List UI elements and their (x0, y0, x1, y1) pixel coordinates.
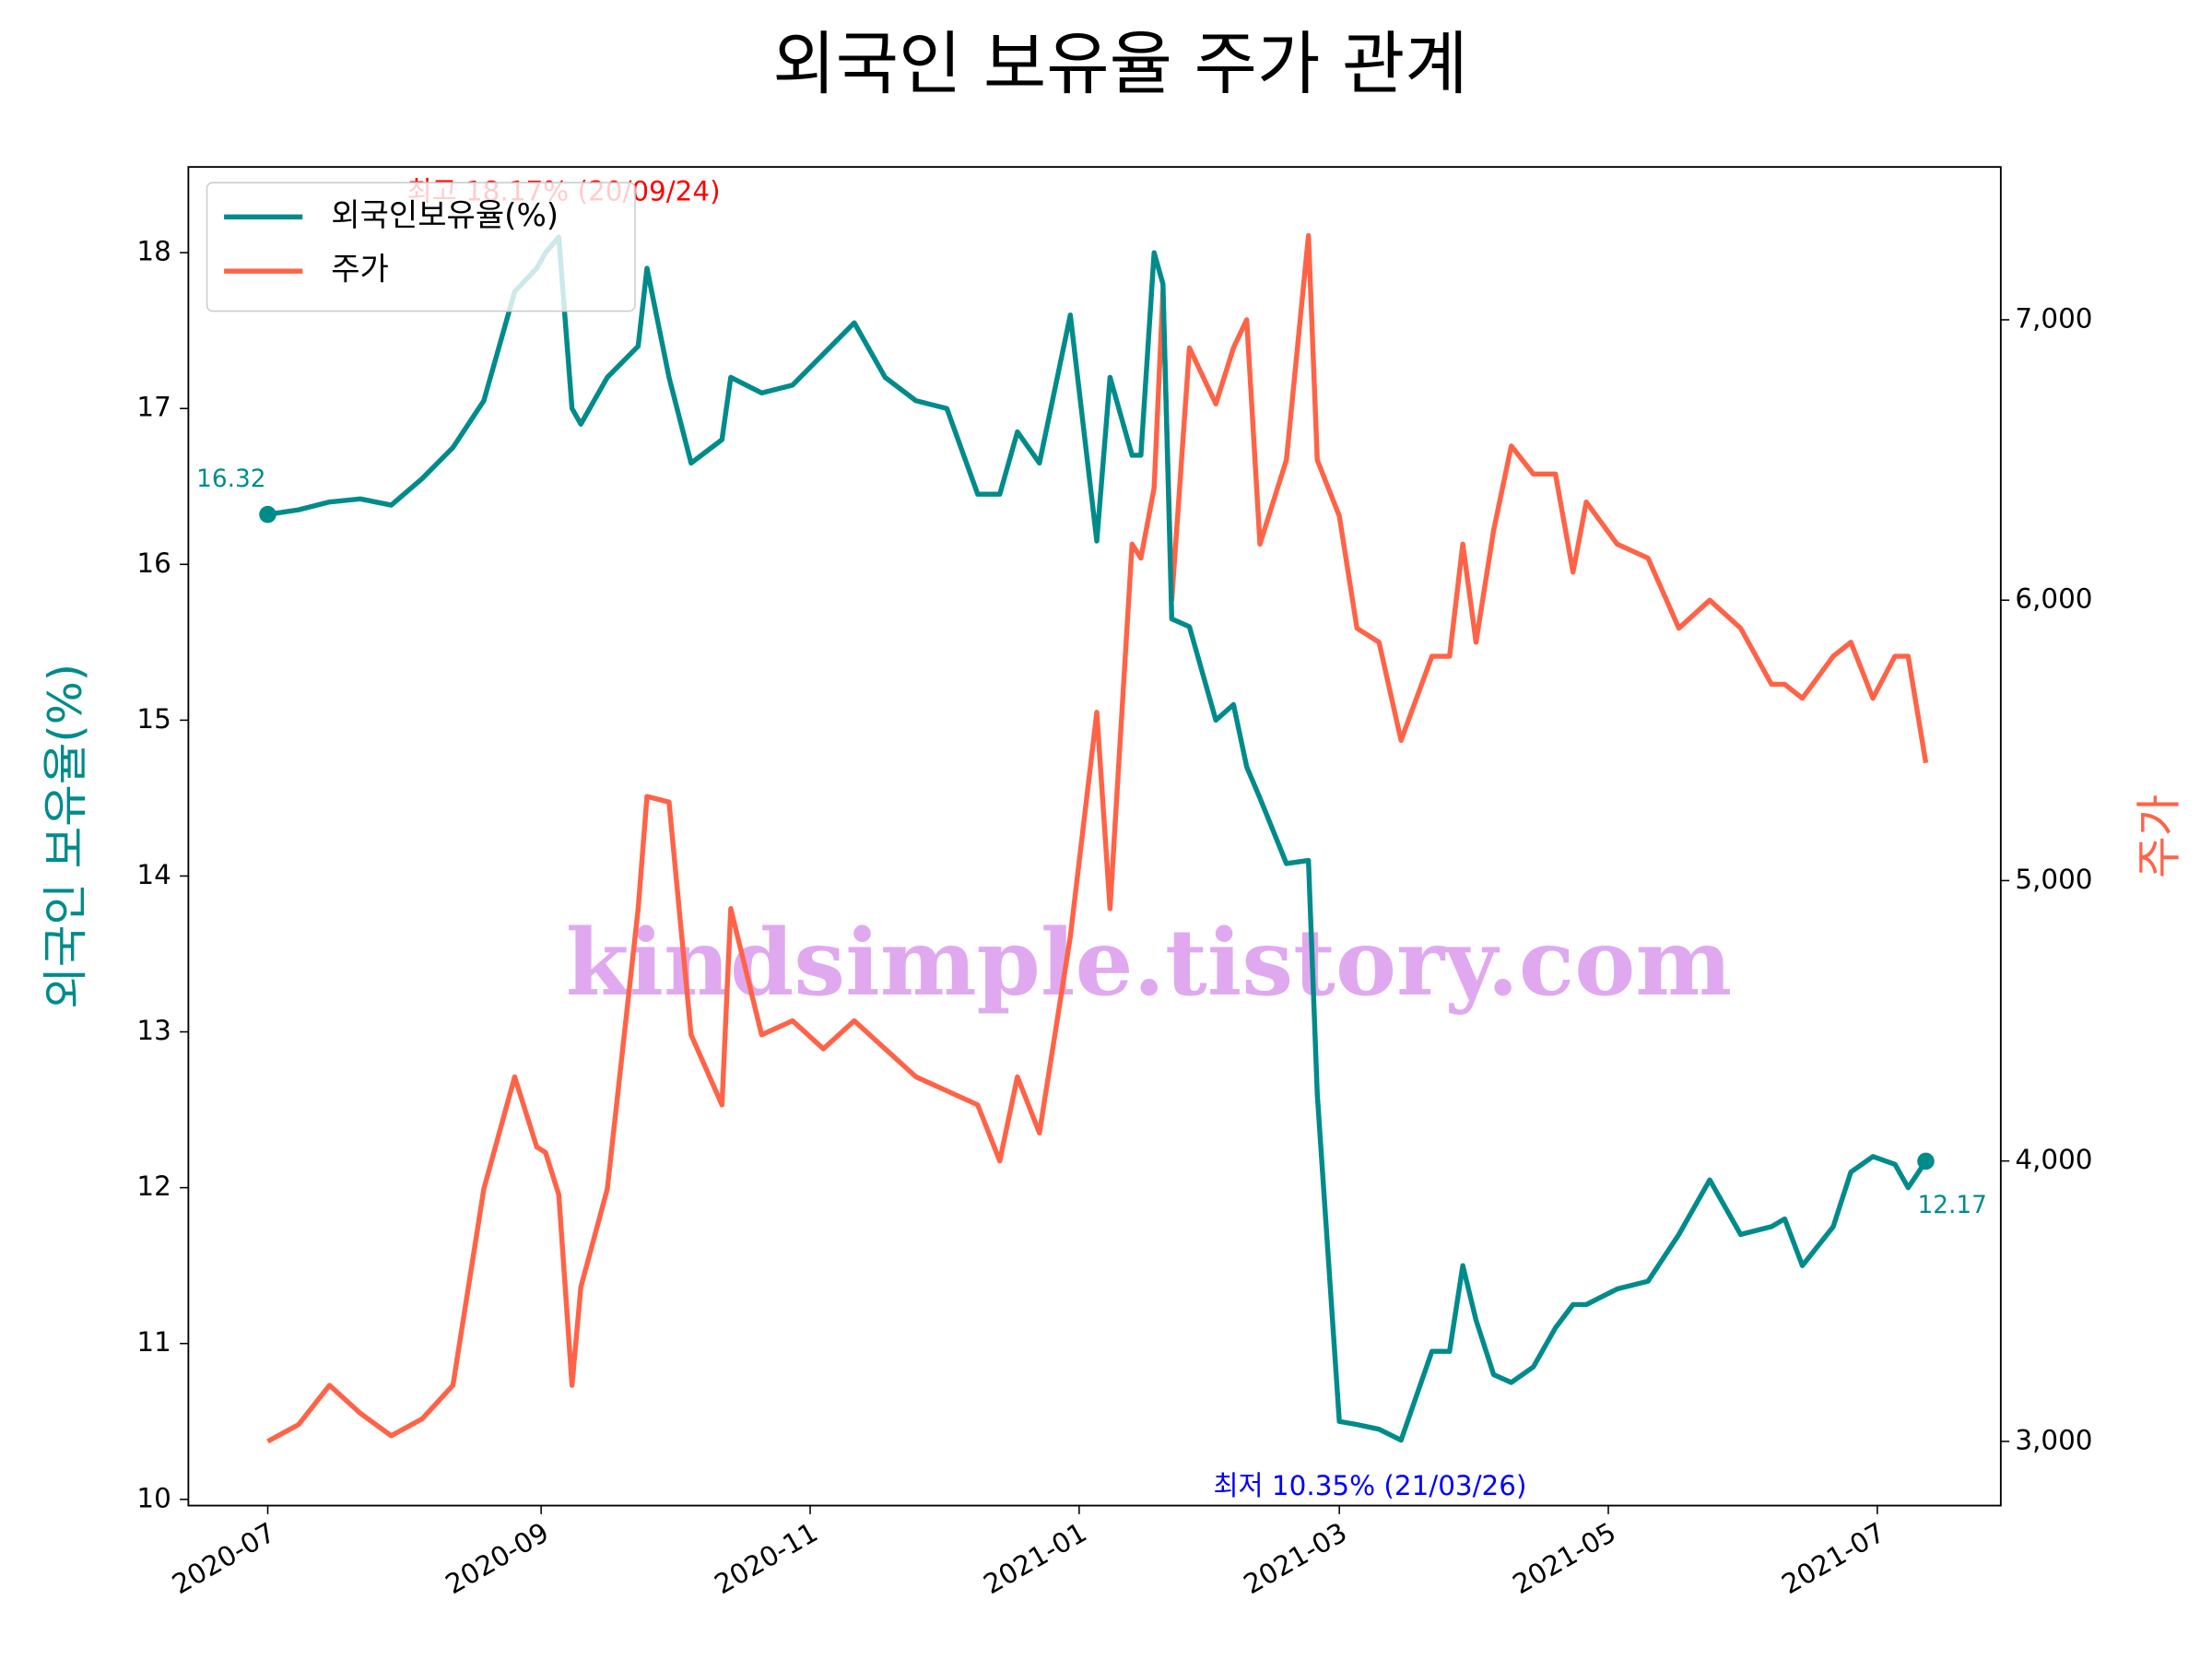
chart-title: 외국인 보유율 주가 관계 (772, 24, 1468, 104)
y2-axis-label: 주가 (2132, 794, 2185, 878)
y2-tick-label: 5,000 (2015, 864, 2092, 895)
x-tick-label: 2020-11 (710, 1516, 823, 1600)
endpoint-marker (1917, 1152, 1935, 1171)
x-tick-label: 2020-07 (167, 1516, 280, 1600)
annotation: 최저 10.35% (21/03/26) (1213, 1470, 1526, 1501)
y-tick-label: 11 (136, 1326, 171, 1358)
y-tick-label: 18 (136, 236, 171, 267)
y2-tick-label: 4,000 (2015, 1144, 2092, 1175)
annotation: 16.32 (196, 465, 265, 493)
plot-frame (187, 166, 2002, 1507)
y-tick-label: 17 (136, 392, 171, 423)
x-tick-label: 2021-01 (978, 1516, 1091, 1600)
y-tick-label: 12 (136, 1171, 171, 1202)
y-axis-label: 외국인 보유율(%) (39, 664, 92, 1009)
x-tick-label: 2021-05 (1508, 1516, 1621, 1600)
y2-tick-label: 3,000 (2015, 1424, 2092, 1455)
legend: 외국인보유율(%) 주가 (206, 182, 636, 312)
watermark: kindsimple.tistory.com (566, 910, 1732, 1017)
x-tick-label: 2021-07 (1776, 1516, 1889, 1600)
y-tick-label: 13 (136, 1015, 171, 1046)
y2-tick-label: 7,000 (2015, 302, 2092, 334)
legend-label: 주가 (331, 252, 389, 288)
series-line (266, 232, 1929, 1444)
x-tick-label: 2021-03 (1239, 1516, 1352, 1600)
y-tick-label: 15 (136, 703, 171, 735)
endpoint-marker (259, 505, 276, 524)
legend-box (206, 182, 636, 312)
y-tick-label: 14 (136, 859, 171, 890)
series-line (267, 234, 1928, 1443)
legend-label: 외국인보유율(%) (331, 197, 559, 234)
x-tick-label: 2020-09 (441, 1516, 554, 1600)
y-tick-label: 16 (136, 547, 171, 579)
y-tick-label: 10 (136, 1482, 171, 1513)
y2-tick-label: 6,000 (2015, 583, 2092, 615)
annotation: 12.17 (1918, 1192, 1987, 1219)
